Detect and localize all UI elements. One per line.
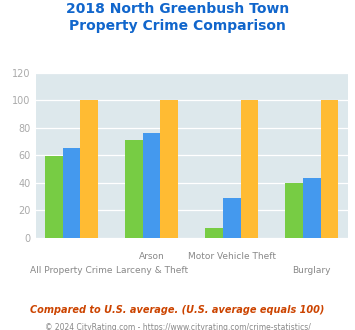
Legend: North Greenbush Town, New York, National: North Greenbush Town, New York, National — [36, 329, 348, 330]
Bar — [321, 100, 338, 238]
Bar — [285, 182, 303, 238]
Text: 2018 North Greenbush Town
Property Crime Comparison: 2018 North Greenbush Town Property Crime… — [66, 2, 289, 33]
Bar — [241, 100, 258, 238]
Bar — [223, 198, 241, 238]
Text: © 2024 CityRating.com - https://www.cityrating.com/crime-statistics/: © 2024 CityRating.com - https://www.city… — [45, 323, 310, 330]
Bar — [160, 100, 178, 238]
Bar — [45, 156, 63, 238]
Bar — [143, 133, 160, 238]
Bar — [63, 148, 80, 238]
Text: Motor Vehicle Theft: Motor Vehicle Theft — [188, 252, 276, 261]
Text: Compared to U.S. average. (U.S. average equals 100): Compared to U.S. average. (U.S. average … — [30, 305, 325, 315]
Bar — [205, 228, 223, 238]
Bar — [125, 140, 143, 238]
Text: All Property Crime: All Property Crime — [30, 266, 113, 275]
Bar — [303, 179, 321, 238]
Bar — [80, 100, 98, 238]
Text: Arson: Arson — [139, 252, 164, 261]
Text: Burglary: Burglary — [293, 266, 331, 275]
Text: Larceny & Theft: Larceny & Theft — [116, 266, 188, 275]
